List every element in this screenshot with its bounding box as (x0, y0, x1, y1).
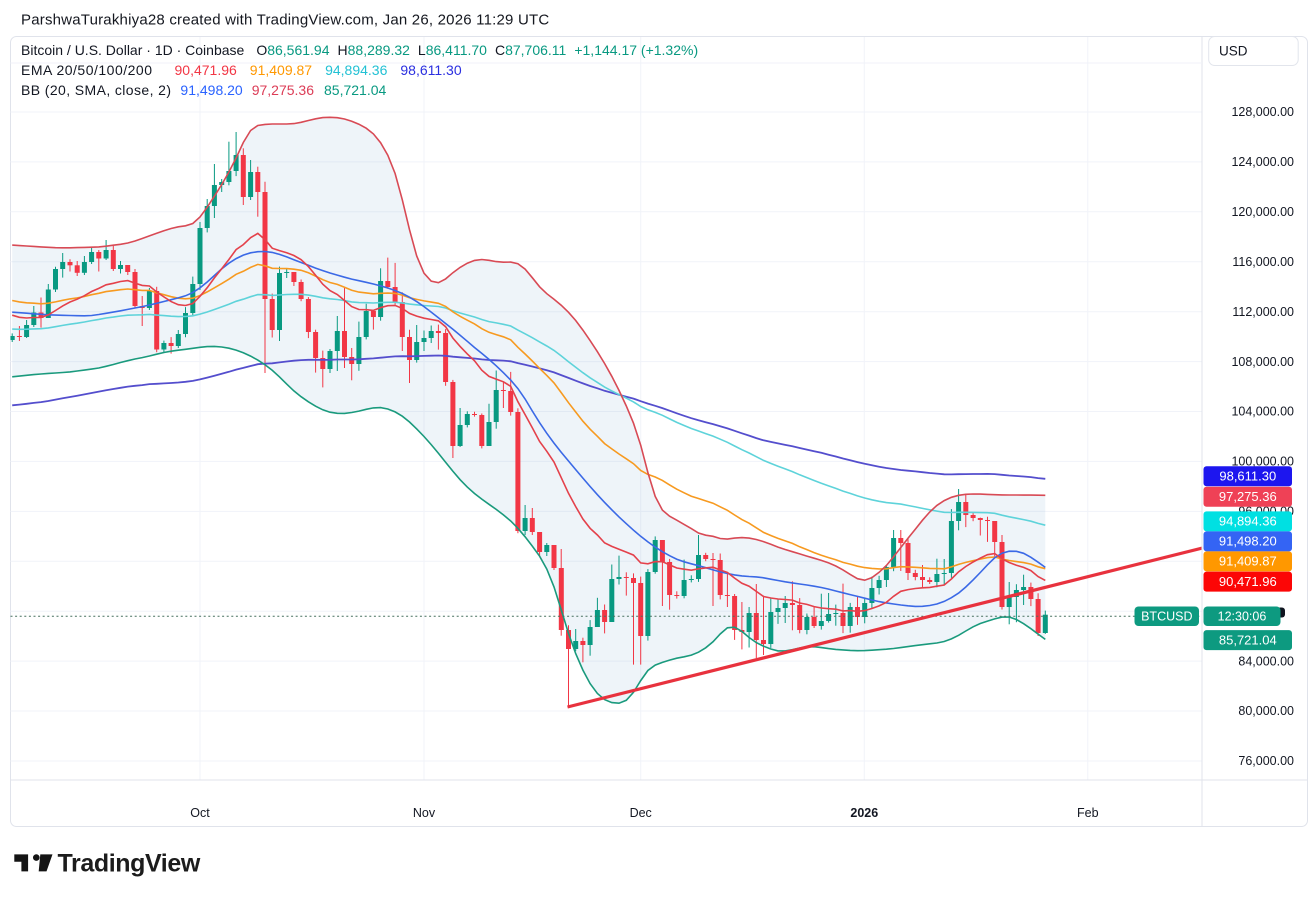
svg-text:Dec: Dec (630, 806, 652, 820)
svg-text:97,275.36: 97,275.36 (1219, 489, 1277, 504)
svg-text:2026: 2026 (850, 806, 878, 820)
svg-text:Bitcoin / U.S. Dollar · 1D · C: Bitcoin / U.S. Dollar · 1D · Coinbase O86… (21, 42, 698, 58)
svg-text:91,409.87: 91,409.87 (1219, 554, 1277, 569)
svg-text:108,000.00: 108,000.00 (1231, 355, 1294, 369)
svg-text:128,000.00: 128,000.00 (1231, 105, 1294, 119)
svg-text:116,000.00: 116,000.00 (1232, 255, 1294, 269)
svg-text:76,000.00: 76,000.00 (1238, 754, 1294, 768)
svg-text:120,000.00: 120,000.00 (1231, 205, 1294, 219)
svg-text:BTCUSD: BTCUSD (1141, 610, 1192, 624)
svg-text:100,000.00: 100,000.00 (1231, 455, 1294, 469)
svg-text:TradingView: TradingView (58, 850, 201, 878)
svg-text:80,000.00: 80,000.00 (1238, 704, 1294, 718)
svg-text:ParshwaTurakhiya28 created wit: ParshwaTurakhiya28 created with TradingV… (21, 12, 549, 29)
svg-text:104,000.00: 104,000.00 (1231, 405, 1294, 419)
svg-text:124,000.00: 124,000.00 (1231, 155, 1294, 169)
svg-text:94,894.36: 94,894.36 (1219, 514, 1277, 529)
svg-text:BB (20, SMA, close, 2)91,498.2: BB (20, SMA, close, 2) 91,498.20 97,275.36… (21, 82, 387, 98)
svg-text:90,471.96: 90,471.96 (1219, 574, 1277, 589)
svg-text:12:30:06: 12:30:06 (1218, 610, 1267, 624)
svg-text:98,611.30: 98,611.30 (1219, 469, 1276, 484)
svg-text:112,000.00: 112,000.00 (1232, 305, 1294, 319)
svg-text:Feb: Feb (1077, 806, 1099, 820)
svg-text:USD: USD (1219, 44, 1248, 59)
svg-text:Nov: Nov (413, 806, 436, 820)
svg-text:Oct: Oct (190, 806, 210, 820)
svg-text:85,721.04: 85,721.04 (1219, 632, 1277, 647)
svg-text:91,498.20: 91,498.20 (1219, 534, 1277, 549)
svg-text:84,000.00: 84,000.00 (1238, 654, 1294, 668)
